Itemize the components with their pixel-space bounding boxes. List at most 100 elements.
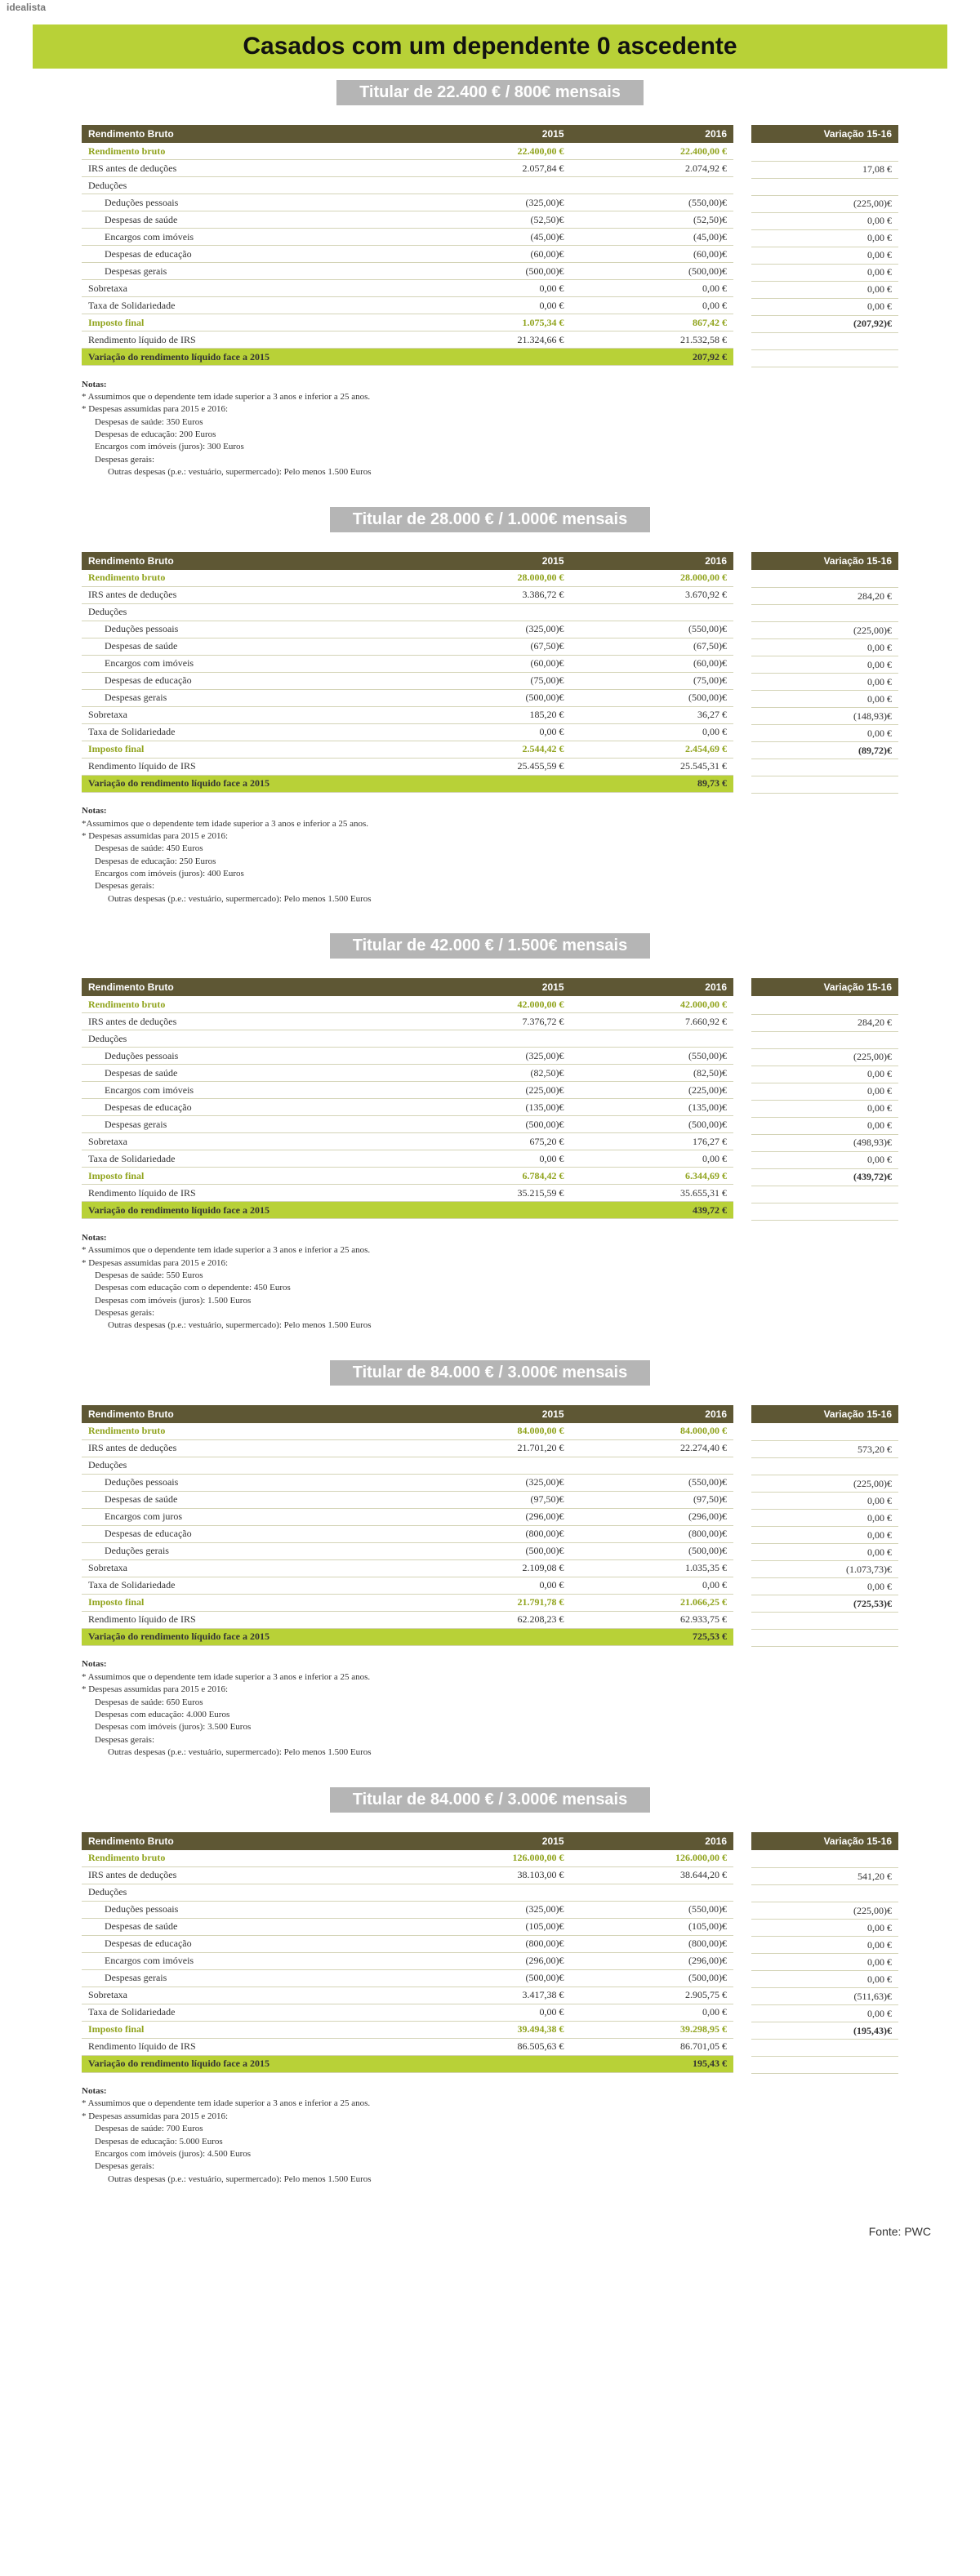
table-row: Despesas de saúde(105,00)€(105,00)€ xyxy=(82,1918,733,1935)
table-row: 0,00 € xyxy=(751,2005,898,2022)
table-row: Sobretaxa2.109,08 €1.035,35 € xyxy=(82,1559,733,1577)
table-row: (225,00)€ xyxy=(751,1475,898,1493)
table-row: Rendimento líquido de IRS62.208,23 €62.9… xyxy=(82,1611,733,1628)
section-block: Rendimento Bruto20152016Rendimento bruto… xyxy=(33,552,947,923)
cell-2016: (550,00)€ xyxy=(571,1474,734,1491)
note-line: Encargos com imóveis (juros): 4.500 Euro… xyxy=(82,2148,898,2160)
row-label: Deduções xyxy=(82,603,408,621)
row-label: Sobretaxa xyxy=(82,1987,408,2004)
table-row: Despesas de educação(135,00)€(135,00)€ xyxy=(82,1099,733,1116)
cell-2016: (500,00)€ xyxy=(571,263,734,280)
var-cell xyxy=(751,332,898,349)
var-cell: 0,00 € xyxy=(751,656,898,674)
table-row: IRS antes de deduções7.376,72 €7.660,92 … xyxy=(82,1013,733,1030)
note-line: Despesas com educação: 4.000 Euros xyxy=(82,1709,898,1721)
cell-2015: (67,50)€ xyxy=(408,638,571,655)
cell-2016: 6.344,69 € xyxy=(571,1168,734,1185)
var-cell: 541,20 € xyxy=(751,1868,898,1885)
cell-2016: (60,00)€ xyxy=(571,655,734,672)
row-label: Despesas de educação xyxy=(82,672,408,689)
cell-2016: 725,53 € xyxy=(571,1628,734,1645)
cell-2016: 126.000,00 € xyxy=(571,1850,734,1867)
col-header: 2016 xyxy=(571,125,734,143)
var-cell: (89,72)€ xyxy=(751,742,898,759)
cell-2015: (45,00)€ xyxy=(408,229,571,246)
table-row xyxy=(751,605,898,622)
notes: Notas:* Assumimos que o dependente tem i… xyxy=(82,1647,898,1765)
note-line: * Despesas assumidas para 2015 e 2016: xyxy=(82,403,898,416)
cell-2016: 439,72 € xyxy=(571,1202,734,1219)
col-header: 2016 xyxy=(571,1405,734,1423)
note-line: Despesas gerais: xyxy=(82,1734,898,1746)
row-label: Despesas de saúde xyxy=(82,638,408,655)
cell-2015: 1.075,34 € xyxy=(408,314,571,331)
table-row xyxy=(751,332,898,349)
note-line: Notas: xyxy=(82,1658,898,1671)
note-line: Encargos com imóveis (juros): 300 Euros xyxy=(82,441,898,453)
table-row: Imposto final39.494,38 €39.298,95 € xyxy=(82,2021,733,2038)
cell-2016: 21.066,25 € xyxy=(571,1594,734,1611)
col-header: 2016 xyxy=(571,1832,734,1850)
table-row xyxy=(751,1031,898,1048)
note-line: Notas: xyxy=(82,805,898,817)
var-table: Variação 15-16 573,20 € (225,00)€0,00 €0… xyxy=(751,1405,898,1648)
row-label: Rendimento líquido de IRS xyxy=(82,2038,408,2055)
table-row: 0,00 € xyxy=(751,1083,898,1100)
cell-2016: 2.905,75 € xyxy=(571,1987,734,2004)
note-line: Outras despesas (p.e.: vestuário, superm… xyxy=(82,893,898,905)
table-row: (725,53)€ xyxy=(751,1595,898,1613)
table-row: Taxa de Solidariedade0,00 €0,00 € xyxy=(82,2004,733,2021)
col-header: Variação 15-16 xyxy=(751,1832,898,1850)
note-line: Outras despesas (p.e.: vestuário, superm… xyxy=(82,466,898,478)
row-label: Deduções gerais xyxy=(82,1542,408,1559)
cell-2015: 126.000,00 € xyxy=(408,1850,571,1867)
table-row: Imposto final21.791,78 €21.066,25 € xyxy=(82,1594,733,1611)
cell-2016: (500,00)€ xyxy=(571,689,734,706)
cell-2015: 21.701,20 € xyxy=(408,1439,571,1457)
cell-2016: 7.660,92 € xyxy=(571,1013,734,1030)
note-line: * Despesas assumidas para 2015 e 2016: xyxy=(82,1257,898,1270)
cell-2016: 0,00 € xyxy=(571,723,734,741)
col-header: 2015 xyxy=(408,125,571,143)
table-row xyxy=(751,2040,898,2057)
col-header: 2015 xyxy=(408,1832,571,1850)
cell-2015 xyxy=(408,1628,571,1645)
cell-2015: 42.000,00 € xyxy=(408,996,571,1013)
var-cell xyxy=(751,570,898,588)
table-row: Rendimento bruto42.000,00 €42.000,00 € xyxy=(82,996,733,1013)
row-label: Imposto final xyxy=(82,1168,408,1185)
section-title-text: Titular de 42.000 € / 1.500€ mensais xyxy=(330,933,651,959)
cell-2015 xyxy=(408,1457,571,1474)
var-cell: 0,00 € xyxy=(751,1510,898,1527)
row-label: IRS antes de deduções xyxy=(82,160,408,177)
table-row: Taxa de Solidariedade0,00 €0,00 € xyxy=(82,1577,733,1594)
cell-2016: (67,50)€ xyxy=(571,638,734,655)
table-row: 0,00 € xyxy=(751,1493,898,1510)
row-label: Despesas gerais xyxy=(82,1969,408,1987)
table-pair: Rendimento Bruto20152016Rendimento bruto… xyxy=(82,125,898,367)
col-header: Variação 15-16 xyxy=(751,978,898,996)
row-label: Despesas de educação xyxy=(82,1935,408,1952)
note-line: Notas: xyxy=(82,1232,898,1244)
col-header: Rendimento Bruto xyxy=(82,978,408,996)
table-pair: Rendimento Bruto20152016Rendimento bruto… xyxy=(82,1405,898,1648)
cell-2015: 185,20 € xyxy=(408,706,571,723)
col-header: Variação 15-16 xyxy=(751,1405,898,1423)
cell-2016: (97,50)€ xyxy=(571,1491,734,1508)
var-cell: (148,93)€ xyxy=(751,708,898,725)
var-cell: 0,00 € xyxy=(751,1544,898,1561)
cell-2016: 35.655,31 € xyxy=(571,1185,734,1202)
row-label: Variação do rendimento líquido face a 20… xyxy=(82,2055,408,2072)
table-row: (1.073,73)€ xyxy=(751,1561,898,1578)
table-row: Deduções gerais(500,00)€(500,00)€ xyxy=(82,1542,733,1559)
table-row: 0,00 € xyxy=(751,1527,898,1544)
cell-2016 xyxy=(571,603,734,621)
var-cell xyxy=(751,605,898,622)
row-label: Encargos com imóveis xyxy=(82,1082,408,1099)
var-cell xyxy=(751,349,898,367)
row-label: Variação do rendimento líquido face a 20… xyxy=(82,349,408,366)
cell-2015: 2.109,08 € xyxy=(408,1559,571,1577)
col-header: 2016 xyxy=(571,552,734,570)
cell-2015: 0,00 € xyxy=(408,1150,571,1168)
cell-2016: 22.274,40 € xyxy=(571,1439,734,1457)
